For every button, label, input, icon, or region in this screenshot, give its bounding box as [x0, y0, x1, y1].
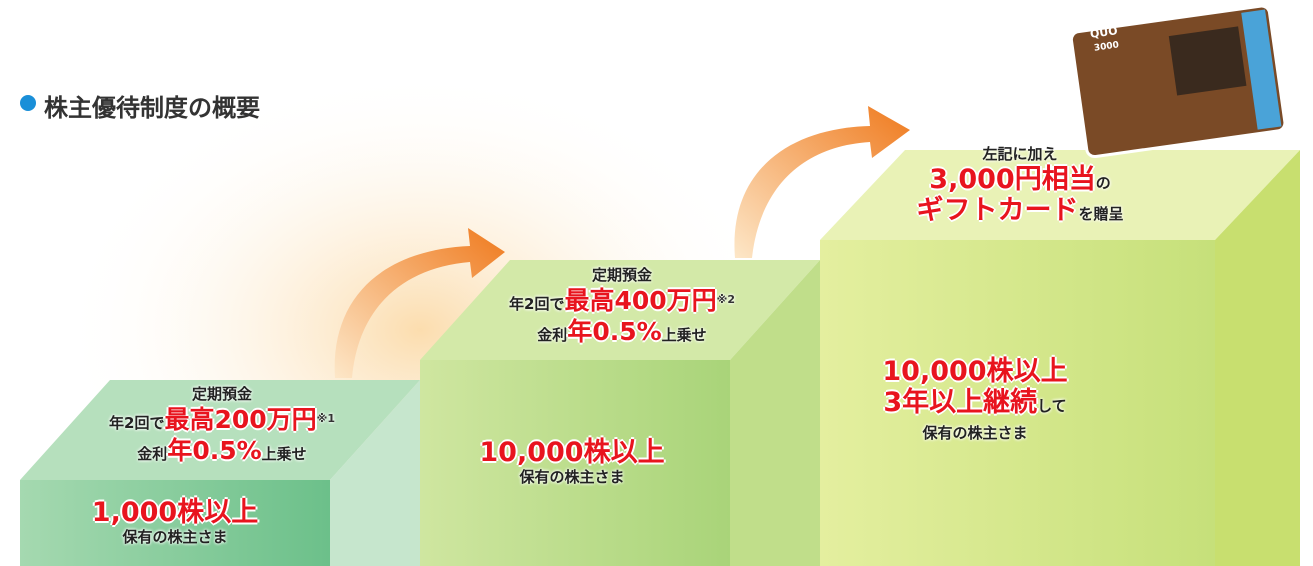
line: 左記に加え	[916, 145, 1123, 164]
line: ギフトカードを贈呈	[916, 195, 1123, 226]
holding: 1,000株以上 保有の株主さま	[92, 497, 258, 547]
benefit: 定期預金 年2回で最高200万円※1 金利年0.5%上乗せ	[109, 385, 335, 466]
line: 年2回で最高400万円※2	[509, 285, 735, 316]
text: 左記に加え	[982, 145, 1057, 163]
holding: 10,000株以上 3年以上継続して 保有の株主さま	[882, 356, 1067, 443]
emphasis: 最高200万円	[164, 405, 316, 434]
text: 上乗せ	[662, 326, 707, 344]
line: 10,000株以上	[479, 437, 664, 468]
line: 3,000円相当の	[916, 164, 1123, 195]
text: を贈呈	[1078, 205, 1123, 223]
text: 上乗せ	[262, 445, 307, 463]
bullet	[20, 95, 36, 111]
line: 金利年0.5%上乗せ	[109, 435, 335, 466]
emphasis: 3年以上継続	[883, 387, 1037, 418]
emphasis: 年0.5%	[167, 436, 261, 465]
benefit: 左記に加え 3,000円相当の ギフトカードを贈呈	[916, 145, 1123, 226]
title: 株主優待制度の概要	[44, 88, 260, 123]
emphasis: 最高400万円	[564, 286, 716, 315]
emphasis: 10,000株以上	[479, 437, 664, 468]
emphasis: ギフトカード	[916, 195, 1078, 226]
emphasis: 10,000株以上	[882, 356, 1067, 387]
line: 定期預金	[109, 385, 335, 404]
emphasis: 3,000円相当	[929, 164, 1095, 195]
line: 定期預金	[509, 266, 735, 285]
text: 保有の株主さま	[519, 468, 624, 486]
text: 保有の株主さま	[922, 424, 1027, 442]
text: 金利	[537, 326, 567, 344]
line: 保有の株主さま	[882, 424, 1067, 443]
line: 保有の株主さま	[92, 528, 258, 547]
line: 保有の株主さま	[479, 468, 664, 487]
text: 定期預金	[592, 266, 652, 284]
text: 金利	[137, 445, 167, 463]
line: 金利年0.5%上乗せ	[509, 316, 735, 347]
text: 保有の株主さま	[122, 528, 227, 546]
note: ※1	[317, 412, 335, 425]
text: 定期預金	[192, 385, 252, 403]
note: ※2	[717, 293, 735, 306]
text: 年2回で	[109, 414, 164, 432]
text: して	[1037, 397, 1067, 415]
line: 年2回で最高200万円※1	[109, 404, 335, 435]
page: QUO 3000 株主優待制度の概要 定期預金 年2回で最高200万円※1 金利…	[0, 0, 1313, 566]
card-camera	[1169, 26, 1247, 95]
emphasis: 年0.5%	[567, 317, 661, 346]
text: の	[1096, 174, 1111, 192]
line: 10,000株以上	[882, 356, 1067, 387]
line: 1,000株以上	[92, 497, 258, 528]
emphasis: 1,000株以上	[92, 497, 258, 528]
holding: 10,000株以上 保有の株主さま	[479, 437, 664, 487]
benefit: 定期預金 年2回で最高400万円※2 金利年0.5%上乗せ	[509, 266, 735, 347]
line: 3年以上継続して	[882, 387, 1067, 418]
text: 年2回で	[509, 295, 564, 313]
